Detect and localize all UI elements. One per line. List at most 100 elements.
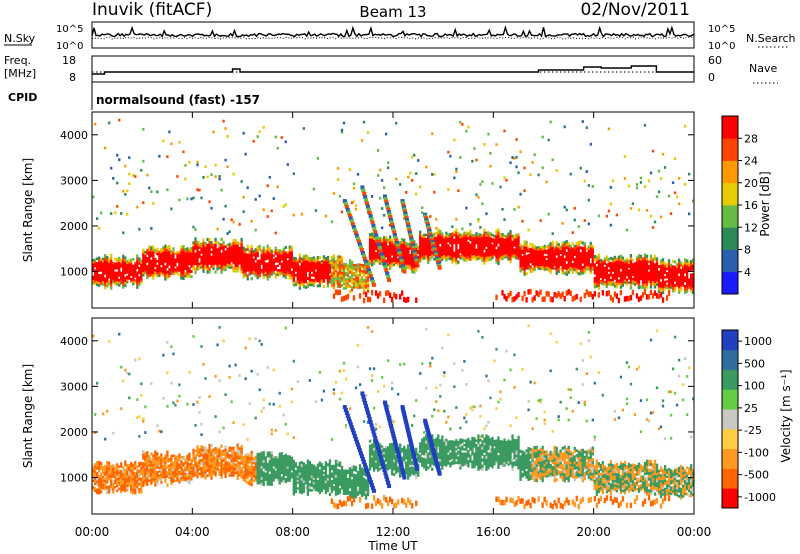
data-cell [262,262,265,266]
data-cell [176,272,179,275]
data-cell [148,459,151,463]
data-cell [126,470,129,474]
data-cell [316,271,320,275]
data-cell [136,416,139,420]
data-cell [136,483,139,486]
data-cell [318,268,322,272]
data-cell [216,466,219,469]
data-cell [314,267,318,270]
data-cell [687,278,691,282]
data-cell [220,472,223,477]
streak-cell [402,269,407,274]
data-cell [501,207,504,211]
data-cell [637,257,641,261]
data-cell [198,466,201,469]
data-cell [178,458,181,462]
data-cell [298,280,301,284]
data-cell [234,261,237,265]
data-cell [577,266,580,270]
data-cell [196,255,199,259]
data-cell [226,247,229,251]
data-cell [226,453,229,457]
data-cell [645,263,649,267]
data-cell [260,468,263,472]
data-cell [122,277,125,281]
data-cell [378,168,382,172]
data-cell [176,258,179,261]
data-cell [204,260,207,263]
data-cell [254,271,257,275]
data-cell [250,477,253,481]
cpid-text: normalsound (fast) -157 [96,93,260,107]
data-cell [92,263,95,266]
data-cell [669,276,673,279]
data-cell [316,268,320,272]
data-cell [230,473,233,477]
data-cell [156,190,159,194]
data-cell [188,252,191,256]
data-cell [158,476,161,479]
data-cell [551,257,554,261]
data-cell [242,251,245,255]
data-cell [619,260,623,264]
data-cell [212,465,215,469]
data-cell [681,267,685,271]
data-cell [212,468,215,471]
data-cell [298,268,301,272]
data-cell [252,254,255,257]
data-cell [425,252,428,256]
data-cell [681,269,685,273]
data-cell [559,245,562,249]
data-cell [162,259,165,263]
data-cell [390,245,394,249]
data-cell [537,261,540,264]
data-cell [122,486,125,490]
streak-cell [357,242,362,247]
data-cell [116,482,119,485]
data-cell [421,246,424,250]
data-cell [561,268,564,272]
data-cell [557,257,560,261]
data-cell [523,263,526,267]
data-cell [230,466,233,470]
data-cell [284,273,287,277]
data-cell [132,264,135,268]
data-cell [587,268,590,271]
data-cell [513,254,516,257]
data-cell [617,255,621,259]
data-cell [565,257,568,262]
data-cell [96,269,99,272]
data-cell [551,266,554,270]
data-cell [232,244,235,248]
data-cell [340,266,344,270]
data-cell [148,186,151,190]
data-cell [100,274,103,278]
data-cell [186,254,189,258]
data-cell [118,278,121,282]
data-cell [264,253,267,256]
data-cell [515,235,518,239]
data-cell [150,465,153,469]
data-cell [555,169,558,172]
data-cell [653,279,657,283]
data-cell [583,257,586,261]
data-cell [320,273,324,276]
data-cell [256,248,259,252]
data-cell [142,465,145,469]
data-cell [200,472,203,476]
data-cell [407,262,410,265]
data-cell [555,263,558,267]
data-cell [671,270,675,274]
data-cell [94,269,97,272]
data-cell [202,261,205,265]
data-cell [499,244,502,247]
data-cell [126,486,129,490]
data-cell [565,251,568,256]
data-cell [198,246,201,249]
data-cell [164,253,167,257]
data-cell [302,279,306,283]
data-cell [292,261,295,265]
data-cell [206,249,209,253]
data-cell [427,260,430,265]
